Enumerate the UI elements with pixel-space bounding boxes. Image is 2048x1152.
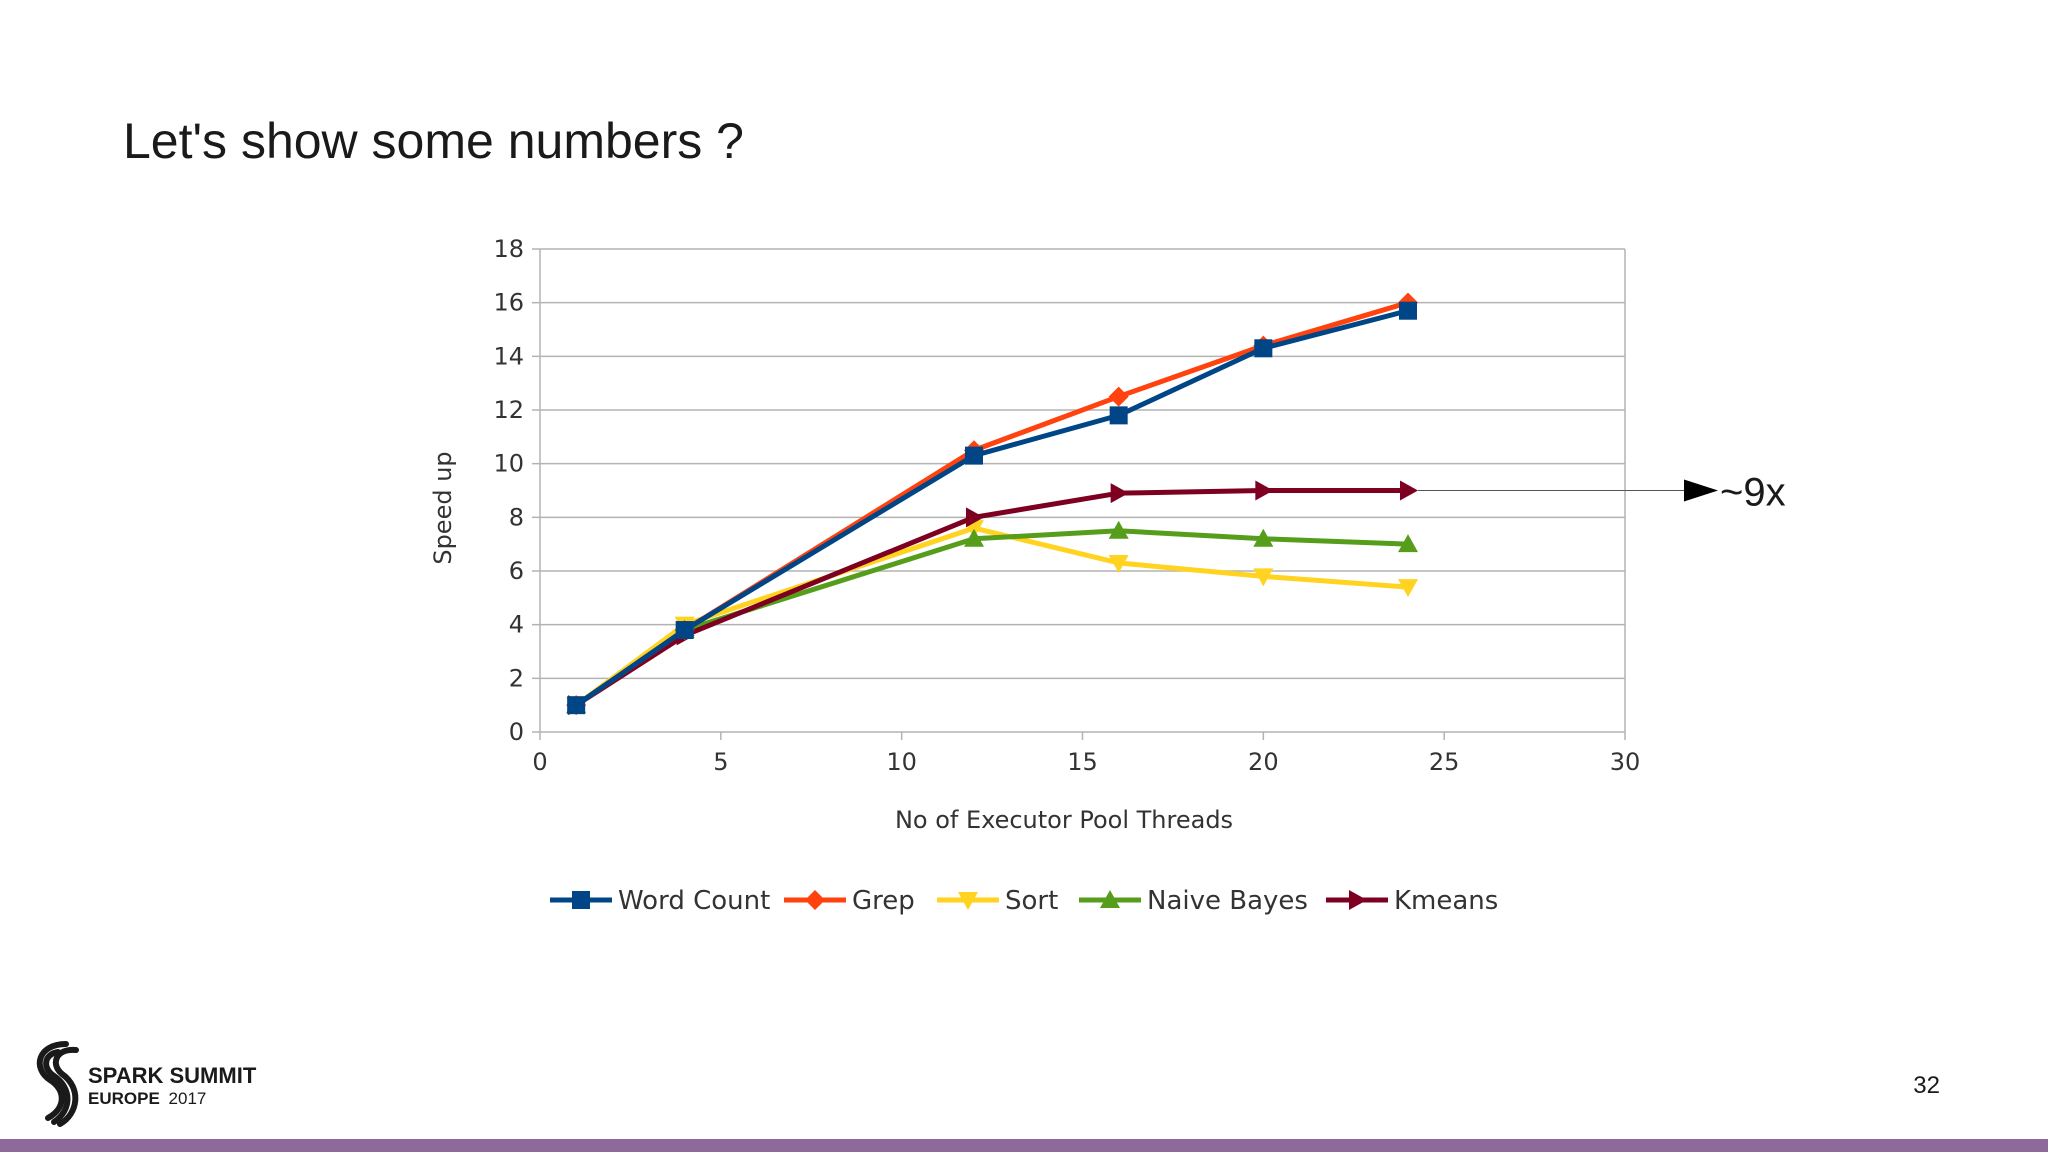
data-point xyxy=(1398,579,1418,598)
legend-label: Word Count xyxy=(618,886,770,916)
x-tick-label: 15 xyxy=(1067,748,1098,776)
y-tick-label: 14 xyxy=(493,342,524,370)
data-point xyxy=(1254,339,1273,358)
data-point xyxy=(1399,301,1417,320)
series-line xyxy=(574,308,1409,708)
logo-line-2-light: 2017 xyxy=(169,1089,207,1108)
legend-swatch-marker xyxy=(805,890,825,910)
chart-series xyxy=(566,292,1418,716)
y-axis-title: Speed up xyxy=(429,451,457,564)
x-tick-label: 0 xyxy=(532,748,547,776)
y-tick-label: 6 xyxy=(509,557,524,585)
data-point xyxy=(675,621,694,640)
data-point xyxy=(1253,568,1274,587)
x-tick-label: 20 xyxy=(1248,748,1279,776)
y-tick-labels: 0 2 4 6 8 10 12 14 16 18 xyxy=(493,235,524,746)
chart-legend: Word Count Grep Sort Naive Bayes Kmeans xyxy=(550,886,1498,916)
y-tick-label: 18 xyxy=(493,235,524,263)
data-point xyxy=(1255,480,1274,501)
data-point xyxy=(1109,406,1128,425)
data-point xyxy=(1108,554,1129,573)
legend-label: Naive Bayes xyxy=(1147,886,1308,916)
footer-bar xyxy=(0,1139,2048,1152)
chart-grid xyxy=(532,248,1626,740)
data-point xyxy=(966,507,984,528)
x-tick-label: 10 xyxy=(886,748,917,776)
y-tick-label: 0 xyxy=(509,718,524,746)
data-point xyxy=(965,446,983,465)
data-point xyxy=(1253,528,1274,547)
y-tick-label: 4 xyxy=(509,611,524,639)
legend-swatch-marker xyxy=(958,892,978,910)
legend-entry: Grep xyxy=(784,886,915,916)
legend-label: Kmeans xyxy=(1394,886,1498,916)
legend-swatch-marker xyxy=(1100,890,1120,908)
series-sort xyxy=(566,520,1418,716)
y-tick-label: 2 xyxy=(509,664,524,692)
data-point xyxy=(1110,483,1129,504)
data-point xyxy=(1400,480,1418,501)
data-point xyxy=(567,696,586,715)
y-tick-label: 10 xyxy=(493,450,524,478)
spark-summit-logo-mark xyxy=(36,1041,79,1127)
series-line xyxy=(574,488,1408,708)
x-axis-title: No of Executor Pool Threads xyxy=(895,806,1233,834)
series-line xyxy=(574,525,1409,708)
logo-line-2: EUROPE 2017 xyxy=(88,1089,206,1108)
slide-title: Let's show some numbers ? xyxy=(123,113,744,169)
legend-entry: Kmeans xyxy=(1326,886,1498,916)
series-word-count xyxy=(567,301,1417,715)
data-point xyxy=(1108,386,1129,407)
logo-line-2-bold: EUROPE xyxy=(88,1089,160,1108)
series-line xyxy=(574,300,1409,708)
x-tick-label: 30 xyxy=(1610,748,1641,776)
y-tick-label: 12 xyxy=(493,396,524,424)
legend-entry: Naive Bayes xyxy=(1079,886,1308,916)
legend-entry: Sort xyxy=(937,886,1058,916)
y-tick-label: 16 xyxy=(493,289,524,317)
right-pointing-triangle-icon xyxy=(1684,479,1718,502)
legend-label: Grep xyxy=(852,886,915,916)
data-point xyxy=(1108,520,1129,539)
data-point xyxy=(964,528,984,547)
series-kmeans xyxy=(568,480,1418,716)
annotation-label: ~9x xyxy=(1720,471,1786,515)
x-tick-label: 5 xyxy=(713,748,728,776)
annotation: ~9x xyxy=(1418,471,1786,515)
spark-summit-logo: SPARK SUMMIT EUROPE 2017 xyxy=(36,1041,257,1127)
page-number: 32 xyxy=(1913,1072,1940,1099)
logo-line-1: SPARK SUMMIT xyxy=(88,1063,257,1088)
x-tick-labels: 0 5 10 15 20 25 30 xyxy=(532,748,1640,776)
legend-swatch-marker xyxy=(1349,890,1367,910)
x-tick-label: 25 xyxy=(1429,748,1460,776)
legend-swatch-marker xyxy=(572,891,590,909)
legend-label: Sort xyxy=(1005,886,1058,916)
y-tick-label: 8 xyxy=(509,503,524,531)
legend-entry: Word Count xyxy=(550,886,770,916)
data-point xyxy=(1398,534,1418,553)
